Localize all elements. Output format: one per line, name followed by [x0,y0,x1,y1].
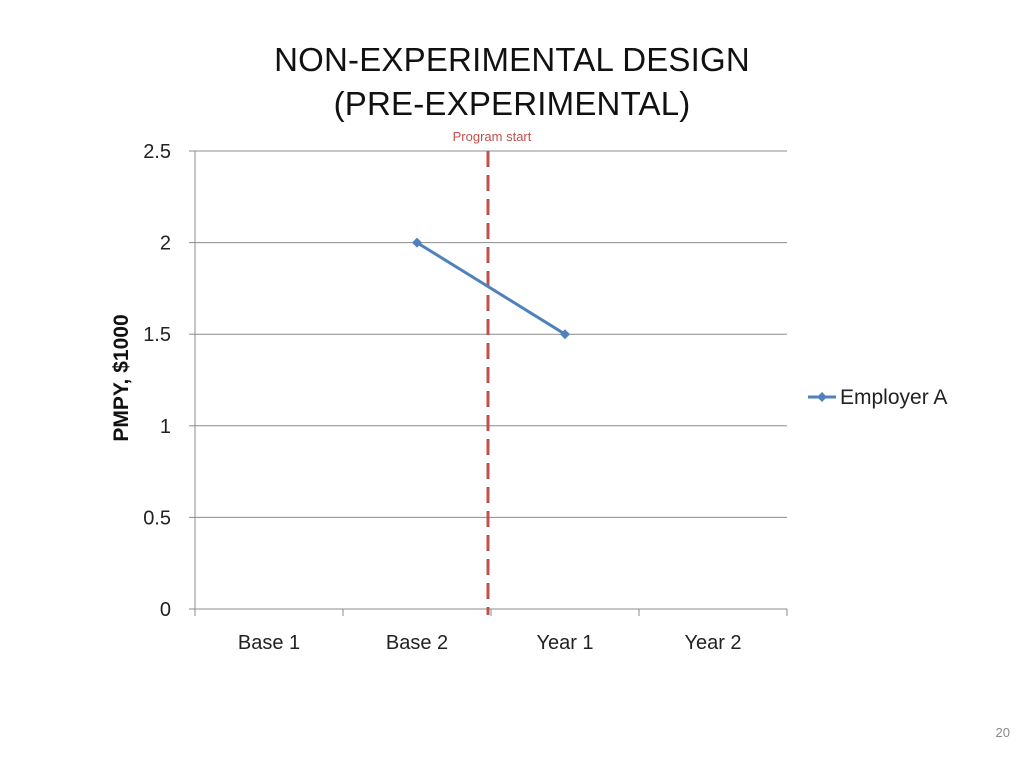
page-number: 20 [995,725,1010,740]
series [412,237,570,340]
data-point [412,237,422,248]
y-tick-label: 2 [160,233,171,255]
gridlines [195,150,787,518]
x-tick-label: Year 1 [536,632,593,654]
axes: 0 0.5 1 1.5 2 2.5 Base 1 Base 2 Year 1 Year 2 PMPY… [110,141,788,654]
legend: Employer A [808,386,947,409]
legend-label: Employer A [840,386,947,409]
annotations: Program start [453,129,532,615]
data-point [560,329,570,340]
x-tick-label: Year 2 [684,632,741,654]
y-axis-label: PMPY, $1000 [110,314,133,441]
y-tick-label: 1.5 [143,324,171,346]
slide-title-line-1: NON-EXPERIMENTAL DESIGN [274,41,750,78]
program-start-label: Program start [453,129,532,144]
x-tick-label: Base 1 [238,632,300,654]
series-line-employer-a [416,241,566,336]
y-tick-label: 0.5 [143,507,171,529]
slide-title: NON-EXPERIMENTAL DESIGN (PRE-EXPERIMENTA… [0,38,1024,126]
y-tick-label: 0 [160,599,171,621]
y-tick-label: 1 [160,416,171,438]
y-tick-label: 2.5 [143,141,171,163]
legend-marker [817,392,827,402]
x-tick-label: Base 2 [386,632,448,654]
slide-title-line-2: (PRE-EXPERIMENTAL) [333,85,691,122]
